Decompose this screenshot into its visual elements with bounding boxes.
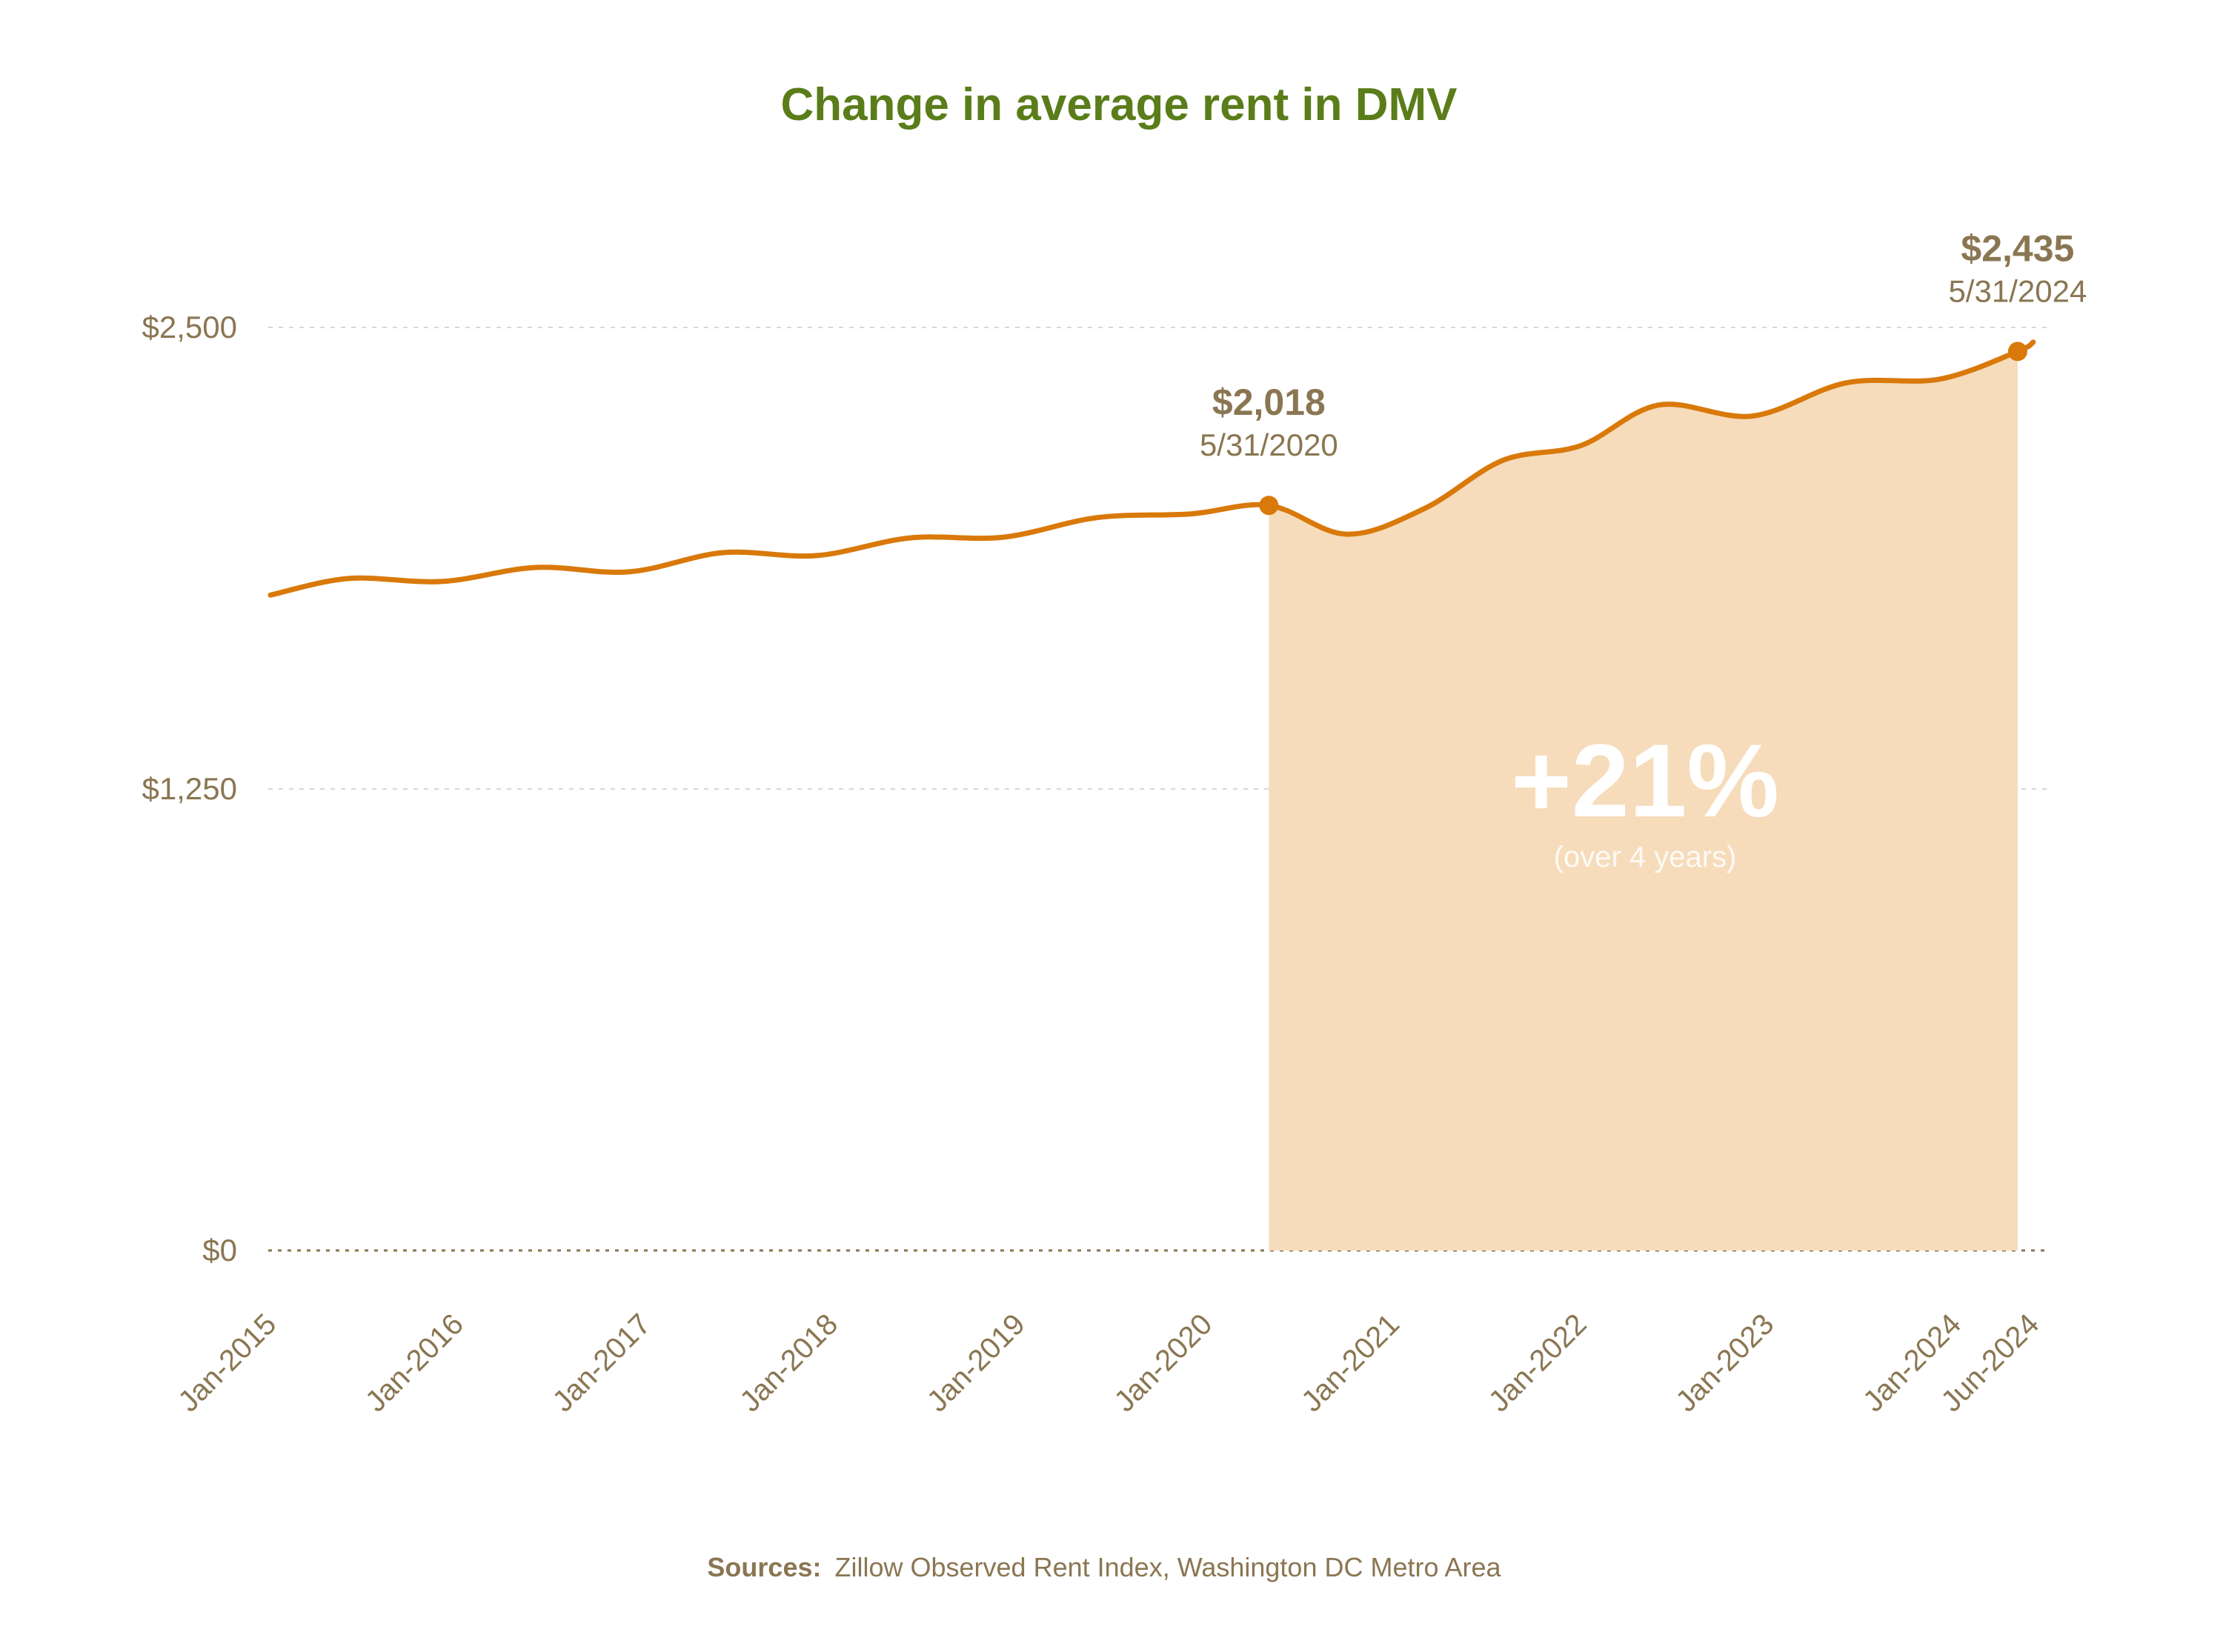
callout-date-start: 5/31/2020 [1200,427,1338,462]
highlight-point-start [1259,496,1279,516]
x-tick-label: Jan-2016 [359,1308,470,1418]
percent-change-period: (over 4 years) [1554,841,1737,873]
chart-title: Change in average rent in DMV [781,79,1458,130]
source-label: Sources: [707,1552,821,1582]
x-axis: Jan-2015 Jan-2016 Jan-2017 Jan-2018 Jan-2019… [172,1308,2045,1418]
x-tick-label: Jan-2021 [1295,1308,1406,1418]
y-axis: $0 $1,250 $2,500 [142,310,237,1268]
highlight-point-end [2007,342,2027,362]
highlight-points-layer [1259,342,2027,516]
callout-date-end: 5/31/2024 [1948,273,2087,308]
series-line [268,339,2036,598]
change-label-layer: +21% (over 4 years) [1511,722,1779,873]
y-tick-label: $0 [202,1233,237,1268]
callout-value-end: $2,435 [1961,227,2074,269]
callout-value-start: $2,018 [1212,382,1326,423]
x-tick-label: Jan-2023 [1669,1308,1780,1418]
source-note: Sources: Zillow Observed Rent Index, Was… [707,1552,1501,1582]
x-tick-label: Jan-2018 [734,1308,844,1418]
highlight-area [1269,351,2018,1250]
percent-change-label: +21% [1511,722,1779,839]
x-tick-label: Jan-2015 [172,1308,282,1418]
x-tick-label: Jan-2022 [1483,1308,1593,1418]
y-tick-label: $2,500 [142,310,237,344]
x-tick-label: Jan-2019 [921,1308,1031,1418]
x-tick-label: Jan-2020 [1108,1308,1218,1418]
highlight-area-layer [1269,351,2018,1250]
x-tick-label: Jan-2017 [547,1308,657,1418]
callouts-layer: $2,018 5/31/2020 $2,435 5/31/2024 [1200,227,2087,462]
source-text: Zillow Observed Rent Index, Washington D… [835,1552,1502,1582]
y-tick-label: $1,250 [142,771,237,806]
series-line-layer [268,339,2036,598]
